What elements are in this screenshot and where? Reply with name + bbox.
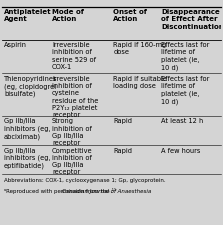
Text: .¹¹: .¹¹ [110,189,116,194]
Text: Irreversible
inhibition of
cysteine
residue of the
P2Y₁₂ platelet
receptor: Irreversible inhibition of cysteine resi… [52,75,98,117]
Text: Rapid if suitable
loading dose: Rapid if suitable loading dose [113,75,167,89]
Text: Effects last for
lifetime of
platelet (ie,
10 d): Effects last for lifetime of platelet (i… [161,75,210,104]
Text: Canadian Journal of Anaesthesia: Canadian Journal of Anaesthesia [62,189,151,194]
Text: Irreversible
inhibition of
serine 529 of
COX-1: Irreversible inhibition of serine 529 of… [52,42,96,70]
Text: Disappearance
of Effect After
Discontinuation: Disappearance of Effect After Discontinu… [161,9,223,29]
Text: ᵃReproduced with permission from the: ᵃReproduced with permission from the [4,189,111,194]
Text: Abbreviations: COX-1, cyclooxygenase 1; Gp, glycoprotein.: Abbreviations: COX-1, cyclooxygenase 1; … [4,177,166,182]
Text: Rapid: Rapid [113,147,132,153]
Text: A few hours: A few hours [161,147,201,153]
Text: Competitive
inhibition of
Gp IIb/IIIa
receptor: Competitive inhibition of Gp IIb/IIIa re… [52,147,93,175]
Text: Aspirin: Aspirin [4,42,27,48]
Text: Mode of
Action: Mode of Action [52,9,84,22]
Text: Effects last for
lifetime of
platelet (ie,
10 d): Effects last for lifetime of platelet (i… [161,42,210,71]
Text: Onset of
Action: Onset of Action [113,9,147,22]
Text: Gp IIb/IIIa
inhibitors (eg,
abciximab): Gp IIb/IIIa inhibitors (eg, abciximab) [4,118,50,139]
Text: Thienopyridines
(eg, clopidogrel
bisulfate): Thienopyridines (eg, clopidogrel bisulfa… [4,75,58,97]
Text: Antiplatelet
Agent: Antiplatelet Agent [4,9,52,22]
Text: Rapid if 160-mg
dose: Rapid if 160-mg dose [113,42,167,55]
Text: Gp IIb/IIIa
inhibitors (eg,
eptifibatide): Gp IIb/IIIa inhibitors (eg, eptifibatide… [4,147,50,168]
Text: At least 12 h: At least 12 h [161,118,204,124]
Text: Strong
inhibition of
Gp IIb/IIIa
receptor: Strong inhibition of Gp IIb/IIIa recepto… [52,118,92,145]
Text: Rapid: Rapid [113,118,132,124]
